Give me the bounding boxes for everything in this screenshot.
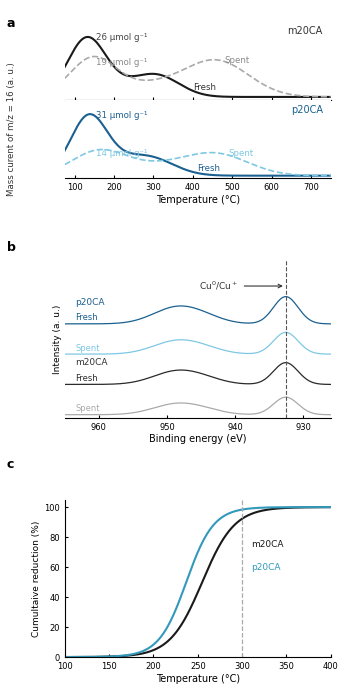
Text: Spent: Spent	[75, 404, 100, 413]
Text: Fresh: Fresh	[197, 164, 220, 173]
Text: c: c	[7, 458, 14, 471]
Text: Fresh: Fresh	[193, 83, 216, 92]
Text: Fresh: Fresh	[75, 374, 98, 383]
Text: m20CA: m20CA	[75, 358, 107, 367]
Text: Spent: Spent	[224, 56, 250, 65]
Text: p20CA: p20CA	[291, 106, 323, 115]
Text: Cu$^0$/Cu$^+$: Cu$^0$/Cu$^+$	[199, 280, 282, 292]
X-axis label: Temperature (°C): Temperature (°C)	[156, 674, 240, 684]
Text: 26 μmol g⁻¹: 26 μmol g⁻¹	[96, 33, 148, 42]
Text: Fresh: Fresh	[75, 313, 98, 322]
Text: p20CA: p20CA	[75, 298, 105, 307]
Y-axis label: Intensity (a. u.): Intensity (a. u.)	[53, 304, 62, 374]
Y-axis label: Cumultaive reduction (%): Cumultaive reduction (%)	[32, 520, 41, 637]
X-axis label: Binding energy (eV): Binding energy (eV)	[149, 434, 247, 445]
Text: m20CA: m20CA	[287, 27, 323, 36]
Text: 14 μmol g⁻¹: 14 μmol g⁻¹	[96, 150, 148, 159]
Text: Mass curent of m/z = 16 (a. u.): Mass curent of m/z = 16 (a. u.)	[8, 62, 16, 196]
Text: Spent: Spent	[75, 343, 100, 352]
Text: m20CA: m20CA	[251, 540, 283, 549]
Text: p20CA: p20CA	[251, 563, 281, 572]
Text: 31 μmol g⁻¹: 31 μmol g⁻¹	[96, 111, 148, 120]
Text: a: a	[7, 17, 15, 31]
Text: b: b	[7, 241, 16, 254]
Text: 19 μmol g⁻¹: 19 μmol g⁻¹	[96, 58, 148, 67]
Text: Spent: Spent	[228, 150, 254, 159]
X-axis label: Temperature (°C): Temperature (°C)	[156, 195, 240, 205]
